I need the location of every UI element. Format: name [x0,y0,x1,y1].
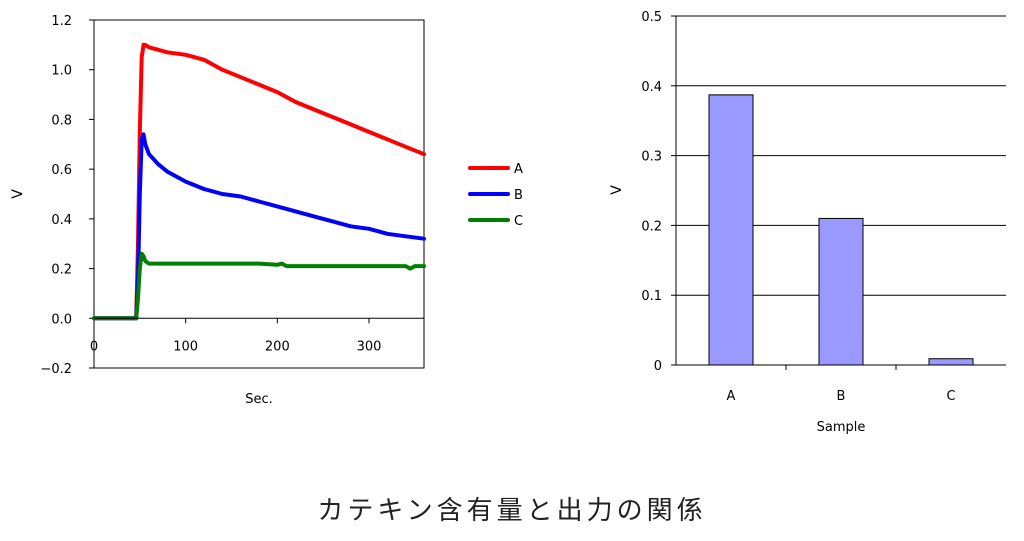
y-tick-label: 1.2 [51,14,72,29]
bar-B [818,217,864,366]
y-tick-label: 0.5 [641,10,662,25]
y-tick-label: 1.0 [51,64,72,79]
x-axis-label: Sec. [245,392,273,407]
y-tick-label: −0.2 [40,362,72,377]
bar-chart: 0 0.1 0.2 0.3 0.4 0.5 A B C Sample V [609,10,1006,435]
y-tick-label: 0.1 [641,289,662,304]
bar-A [708,94,754,366]
y-tick-label: 0.6 [51,163,72,178]
x-tick-label: A [727,389,736,404]
x-tick-label: B [837,389,846,404]
y-axis-label: V [609,185,625,195]
y-tick-label: 0.4 [641,80,662,95]
legend-label-B: B [514,188,523,203]
series-line-A [92,42,426,321]
figure-caption: カテキン含有量と出力の関係 [317,496,707,526]
y-tick-label: 0.8 [51,113,72,128]
x-axis-label: Sample [817,420,866,435]
series-line-B [92,132,426,321]
bar-C [928,358,974,366]
y-tick-label: 0 [654,359,662,374]
x-tick-label: 300 [357,339,382,354]
y-tick-label: 0.0 [51,312,72,327]
y-tick-label: 0.2 [641,219,662,234]
series-line-C [92,251,426,321]
legend-label-C: C [514,214,523,229]
line-chart: 0 100 200 300 −0.2 0.0 0.2 0.4 0.6 0.8 1.0 1.2 Sec. V… [10,14,523,407]
y-tick-label: 0.2 [51,263,72,278]
x-tick-label: 0 [90,339,98,354]
x-tick-label: 200 [265,339,290,354]
y-tick-label: 0.3 [641,150,662,165]
x-tick-label: 100 [173,339,198,354]
plot-frame [93,19,425,369]
y-tick-label: 0.4 [51,213,72,228]
x-tick-label: C [946,389,955,404]
y-axis-label: V [10,189,26,199]
legend-label-A: A [514,162,523,177]
